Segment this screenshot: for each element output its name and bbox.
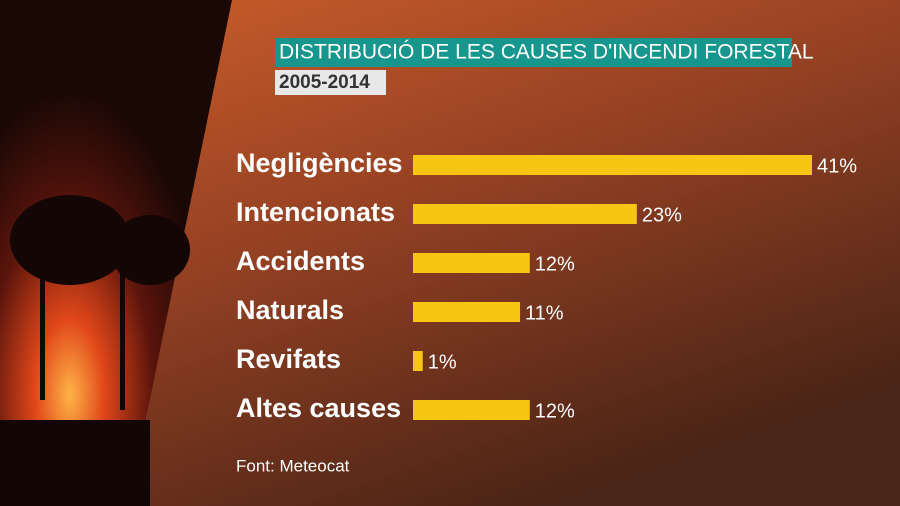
bar — [413, 351, 423, 371]
bar — [413, 253, 530, 273]
bar — [413, 204, 637, 224]
category-label: Altes causes — [236, 393, 401, 423]
value-label: 12% — [535, 253, 575, 275]
bar — [413, 155, 812, 175]
bar — [413, 400, 530, 420]
category-label: Accidents — [236, 246, 365, 276]
chart-subtitle: 2005-2014 — [279, 72, 370, 93]
chart-title: DISTRIBUCIÓ DE LES CAUSES D'INCENDI FORE… — [279, 41, 814, 64]
source: Font: Meteocat — [236, 456, 350, 475]
title-box — [275, 38, 792, 67]
subtitle-box — [275, 70, 386, 95]
category-label: Intencionats — [236, 197, 395, 227]
value-label: 23% — [642, 204, 682, 226]
category-label: Negligències — [236, 148, 403, 178]
category-label: Naturals — [236, 295, 344, 325]
value-label: 11% — [525, 302, 564, 324]
value-label: 12% — [535, 400, 575, 422]
bar — [413, 302, 521, 322]
value-label: 41% — [817, 155, 857, 177]
category-label: Revifats — [236, 344, 341, 374]
tree-silhouettes — [0, 195, 190, 506]
value-label: 1% — [428, 351, 457, 373]
